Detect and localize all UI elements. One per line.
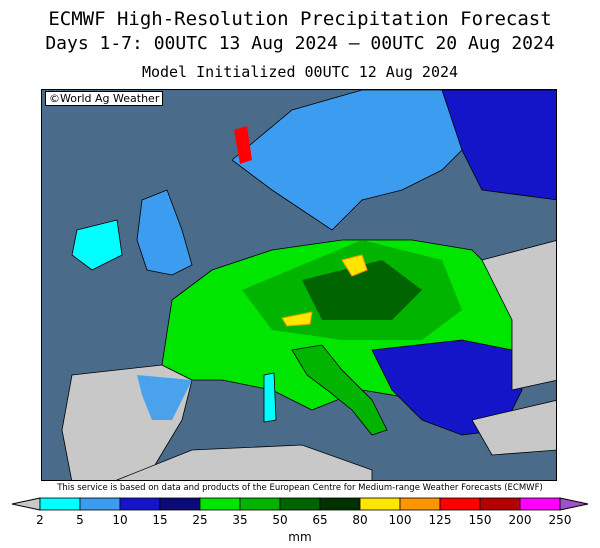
map-title: ECMWF High-Resolution Precipitation Fore… [48, 8, 552, 30]
legend-tick-5: 5 [76, 513, 84, 527]
legend-tick-35: 35 [232, 513, 248, 527]
corsica-sardinia [263, 372, 277, 423]
alps-max [281, 311, 313, 327]
scandinavia-landmass [231, 90, 483, 231]
data-disclaimer: This service is based on data and produc… [57, 483, 543, 493]
legend-tick-125: 125 [428, 513, 452, 527]
legend-tick-50: 50 [272, 513, 288, 527]
forecast-period: Days 1-7: 00UTC 13 Aug 2024 — 00UTC 20 A… [45, 33, 555, 54]
legend-tick-2: 2 [36, 513, 44, 527]
legend-tick-10: 10 [112, 513, 128, 527]
legend-swatch-2 [39, 497, 81, 511]
iberia-rain [137, 375, 192, 420]
great-britain [136, 189, 193, 276]
legend-swatch-10 [119, 497, 161, 511]
legend-tick-15: 15 [152, 513, 168, 527]
legend-swatch-125 [439, 497, 481, 511]
norway-coast-max [234, 126, 252, 164]
legend-max-arrow [559, 497, 589, 511]
ireland [71, 219, 123, 271]
legend-swatch-15 [159, 497, 201, 511]
legend-swatch-100 [399, 497, 441, 511]
legend-swatch-200 [519, 497, 561, 511]
legend-swatch-50 [279, 497, 321, 511]
legend-tick-65: 65 [312, 513, 328, 527]
precip-legend [11, 497, 589, 511]
legend-tick-200: 200 [508, 513, 532, 527]
legend-tick-25: 25 [192, 513, 208, 527]
map-credit: ©World Ag Weather [45, 91, 164, 106]
legend-swatch-150 [479, 497, 521, 511]
legend-swatch-80 [359, 497, 401, 511]
finland-landmass [441, 90, 556, 201]
legend-tick-80: 80 [352, 513, 368, 527]
legend-swatch-5 [79, 497, 121, 511]
model-init-time: Model Initialized 00UTC 12 Aug 2024 [141, 63, 459, 81]
legend-tick-100: 100 [388, 513, 412, 527]
precipitation-map [41, 89, 557, 481]
central-europe-core [302, 260, 422, 320]
legend-swatch-35 [239, 497, 281, 511]
legend-tick-250: 250 [548, 513, 572, 527]
legend-tick-150: 150 [468, 513, 492, 527]
legend-swatch-25 [199, 497, 241, 511]
legend-swatch-65 [319, 497, 361, 511]
eastern-europe-dry [481, 240, 556, 391]
turkey-landmass [471, 400, 556, 456]
legend-min-arrow [11, 497, 41, 511]
poland-max [341, 254, 368, 277]
legend-unit: mm [288, 530, 312, 544]
italy-landmass [291, 344, 388, 436]
north-africa [115, 444, 373, 480]
